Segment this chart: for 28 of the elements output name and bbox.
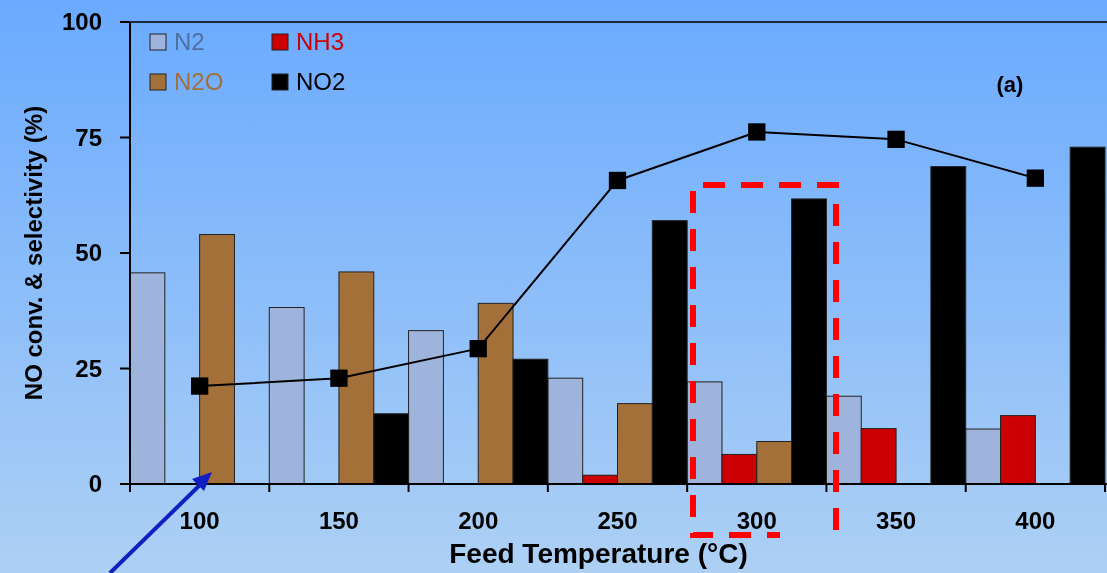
y-tick-label: 75 [75, 123, 102, 151]
point [330, 369, 348, 387]
bar [199, 234, 235, 485]
x-tick-label: 200 [458, 507, 499, 534]
x-tick-label: 350 [876, 507, 917, 534]
x-tick-label: 400 [1015, 507, 1056, 534]
point [1026, 169, 1045, 187]
y-tick-label: 25 [75, 354, 102, 382]
legend-label: N2O [174, 68, 224, 96]
x-tick-label: 150 [318, 507, 359, 534]
y-tick-label: 50 [75, 239, 102, 267]
annotation: (a) [996, 72, 1024, 97]
y-tick-label: 0 [88, 470, 102, 498]
x-tick-label: 250 [597, 507, 638, 534]
legend-label: NO2 [296, 68, 346, 96]
bar [268, 307, 305, 485]
point [608, 171, 627, 190]
x-tick-label: 100 [179, 507, 220, 534]
y-axis-title: NO conv. & selectivity (%) [20, 105, 47, 401]
point [190, 377, 209, 395]
y-tick-label: 100 [61, 8, 102, 36]
x-axis-title: Feed Temperature (°C) [449, 538, 748, 569]
x-tick-label: 300 [736, 507, 777, 534]
legend-label: NH3 [296, 28, 345, 56]
point [887, 130, 905, 149]
legend-label: N2 [174, 28, 205, 56]
point [469, 339, 487, 358]
point [748, 123, 766, 141]
